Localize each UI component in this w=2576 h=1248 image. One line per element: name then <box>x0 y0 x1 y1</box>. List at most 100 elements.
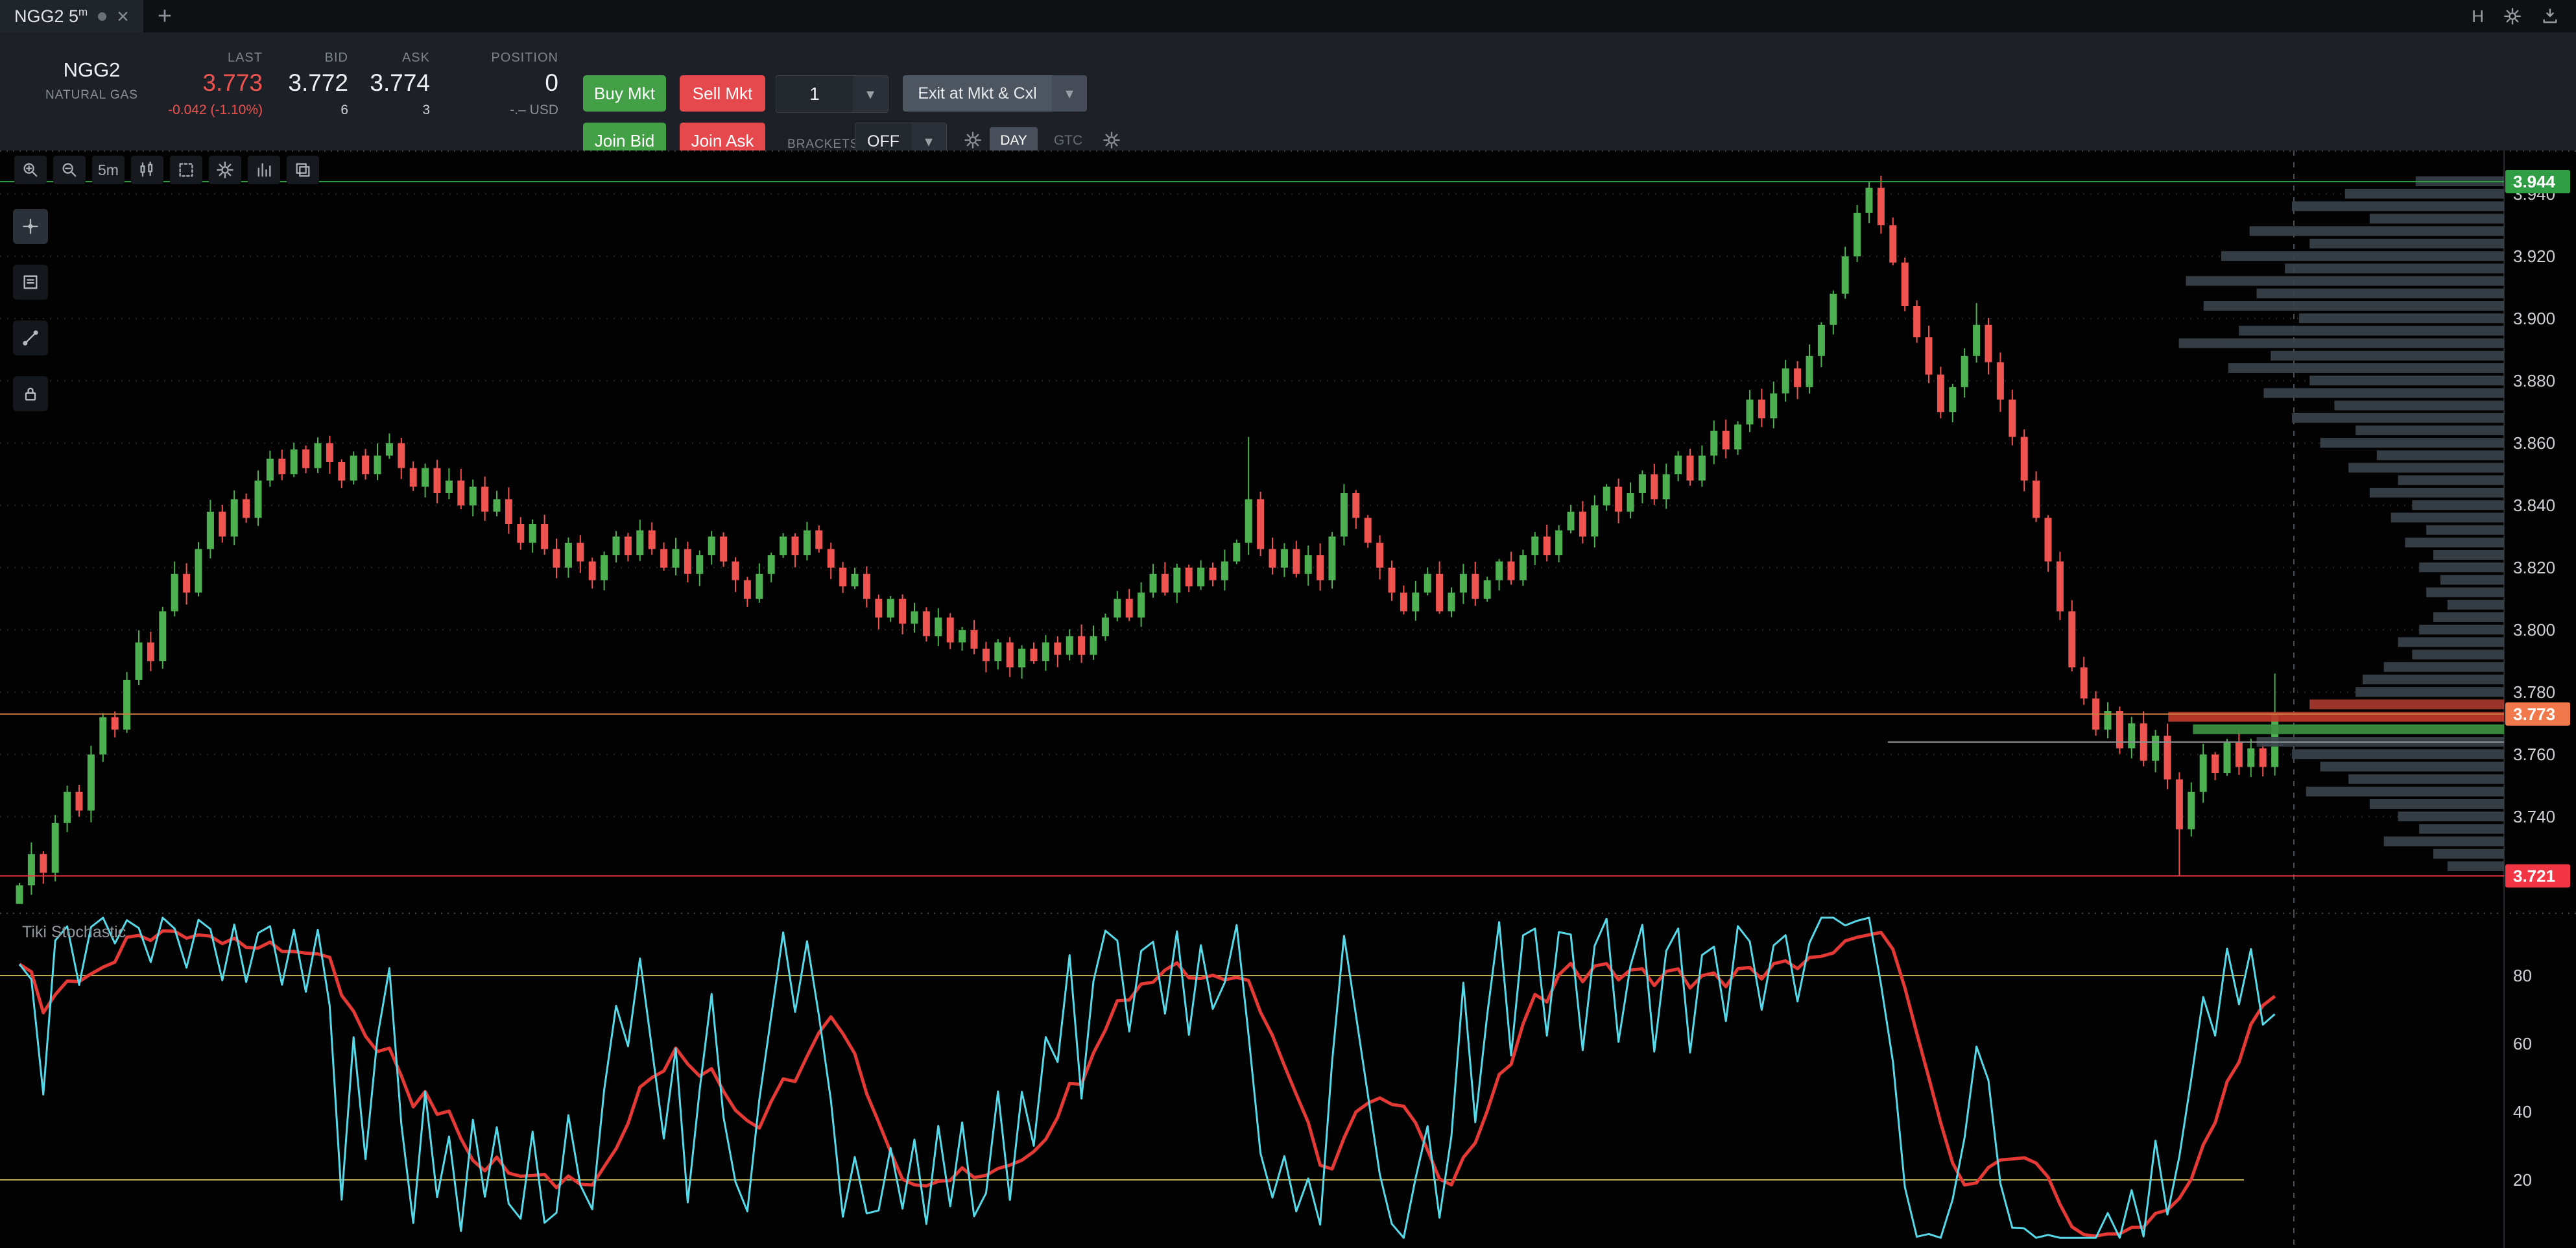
gear-icon[interactable] <box>2503 7 2522 25</box>
notes-panel-icon[interactable] <box>13 265 48 300</box>
candle <box>1424 573 1431 593</box>
stochastic-chart[interactable]: 80 60 40 20 <box>0 913 2576 1248</box>
tif-gtc-toggle[interactable]: GTC <box>1053 133 1083 148</box>
price-tick: 3.820 <box>2513 558 2555 577</box>
candle <box>1627 493 1634 512</box>
profile-bar <box>2433 612 2504 622</box>
buy-mkt-button[interactable]: Buy Mkt <box>583 75 666 112</box>
tab-ngg2-5m[interactable]: NGG2 5m × <box>0 0 143 32</box>
candle <box>1794 368 1802 387</box>
candle <box>660 549 668 568</box>
history-icon[interactable]: H <box>2472 6 2484 26</box>
candle <box>159 611 167 662</box>
profile-bar <box>2440 575 2504 585</box>
candle <box>1257 499 1265 549</box>
candle <box>1006 642 1014 667</box>
candle <box>1042 642 1049 662</box>
profile-bar <box>2292 749 2504 760</box>
profile-bar <box>2344 189 2504 199</box>
lock-icon[interactable] <box>13 376 48 411</box>
candle <box>767 555 775 574</box>
candle <box>481 486 489 512</box>
candle <box>111 717 119 730</box>
candle <box>815 530 823 549</box>
duplicate-icon[interactable] <box>287 156 319 184</box>
tif-gear-icon[interactable] <box>1103 131 1121 149</box>
ask-value: 3.774 <box>370 69 430 96</box>
candlestick-series <box>16 176 2279 904</box>
add-tab-button[interactable]: + <box>157 2 173 30</box>
profile-bar <box>2309 376 2504 386</box>
zoom-out-icon[interactable] <box>53 156 86 184</box>
price-chart-pane[interactable]: 3.940 3.920 3.900 3.880 3.860 3.840 3.820 3.800… <box>0 150 2576 913</box>
candle <box>1173 568 1181 593</box>
candle <box>302 449 310 468</box>
candle <box>422 468 429 487</box>
candle <box>636 530 644 555</box>
zoom-in-icon[interactable] <box>14 156 47 184</box>
profile-bar <box>2309 699 2504 710</box>
download-icon[interactable] <box>2541 7 2559 25</box>
candle <box>350 455 357 481</box>
candle <box>588 561 596 581</box>
candle <box>2056 561 2064 612</box>
candle <box>887 599 894 618</box>
indicator-name[interactable]: Tiki Stochastic <box>22 923 126 941</box>
candle <box>648 530 656 549</box>
price-tick: 3.860 <box>2513 433 2555 453</box>
candle <box>505 499 512 524</box>
trendline-tool-icon[interactable] <box>13 320 48 355</box>
candle <box>1018 649 1026 667</box>
profile-bar <box>2376 450 2504 461</box>
tab-close-icon[interactable]: × <box>117 5 129 28</box>
last-label: LAST <box>227 51 263 65</box>
candlestick-chart[interactable]: 3.9403.9203.9003.8803.8603.8403.8203.800… <box>0 150 2576 913</box>
brackets-gear-icon[interactable] <box>964 131 982 149</box>
chevron-down-icon[interactable]: ▾ <box>853 76 888 112</box>
timeframe-button[interactable]: 5m <box>92 156 125 184</box>
chart-type-icon[interactable] <box>131 156 163 184</box>
crosshair-icon[interactable] <box>13 209 48 244</box>
price-label <box>2505 702 2570 726</box>
candle <box>1221 561 1228 581</box>
marquee-select-icon[interactable] <box>170 156 202 184</box>
exit-label: Exit at Mkt & Cxl <box>918 84 1037 102</box>
candle <box>2199 754 2207 792</box>
chevron-down-icon[interactable]: ▾ <box>1052 75 1087 112</box>
candle <box>2009 400 2016 437</box>
candle <box>1662 474 1670 499</box>
profile-bar <box>2412 500 2504 510</box>
candle <box>385 443 393 456</box>
candle <box>1233 542 1241 562</box>
candle <box>87 754 95 811</box>
quantity-stepper[interactable]: 1 ▾ <box>776 75 888 113</box>
candle <box>1030 649 1038 662</box>
candle <box>970 630 978 649</box>
candle <box>1412 592 1420 612</box>
candle <box>899 599 907 624</box>
tif-day-toggle[interactable]: DAY <box>990 127 1038 154</box>
price-tick: 3.920 <box>2513 246 2555 266</box>
candle <box>1125 599 1133 618</box>
exit-at-mkt-button[interactable]: Exit at Mkt & Cxl ▾ <box>903 75 1087 112</box>
candle <box>863 573 870 599</box>
profile-bar <box>2355 426 2504 435</box>
candle <box>982 649 990 662</box>
candle <box>433 468 441 493</box>
symbol-block: NGG2 NATURAL GAS <box>45 58 138 102</box>
candle <box>1078 636 1086 655</box>
position-label: POSITION <box>491 51 558 65</box>
profile-bar <box>2419 562 2504 573</box>
sell-mkt-button[interactable]: Sell Mkt <box>680 75 765 112</box>
settings-gear-icon[interactable] <box>209 156 241 184</box>
candle <box>2188 791 2195 830</box>
candle <box>791 536 799 555</box>
profile-bar <box>2249 226 2504 236</box>
candle <box>75 791 83 811</box>
candle <box>2164 736 2171 780</box>
symbol: NGG2 <box>63 58 121 81</box>
stochastic-pane[interactable]: 80 60 40 20 Tiki Stochastic <box>0 913 2576 1248</box>
histogram-icon[interactable] <box>248 156 280 184</box>
candle <box>99 717 107 755</box>
candle <box>1066 636 1073 655</box>
